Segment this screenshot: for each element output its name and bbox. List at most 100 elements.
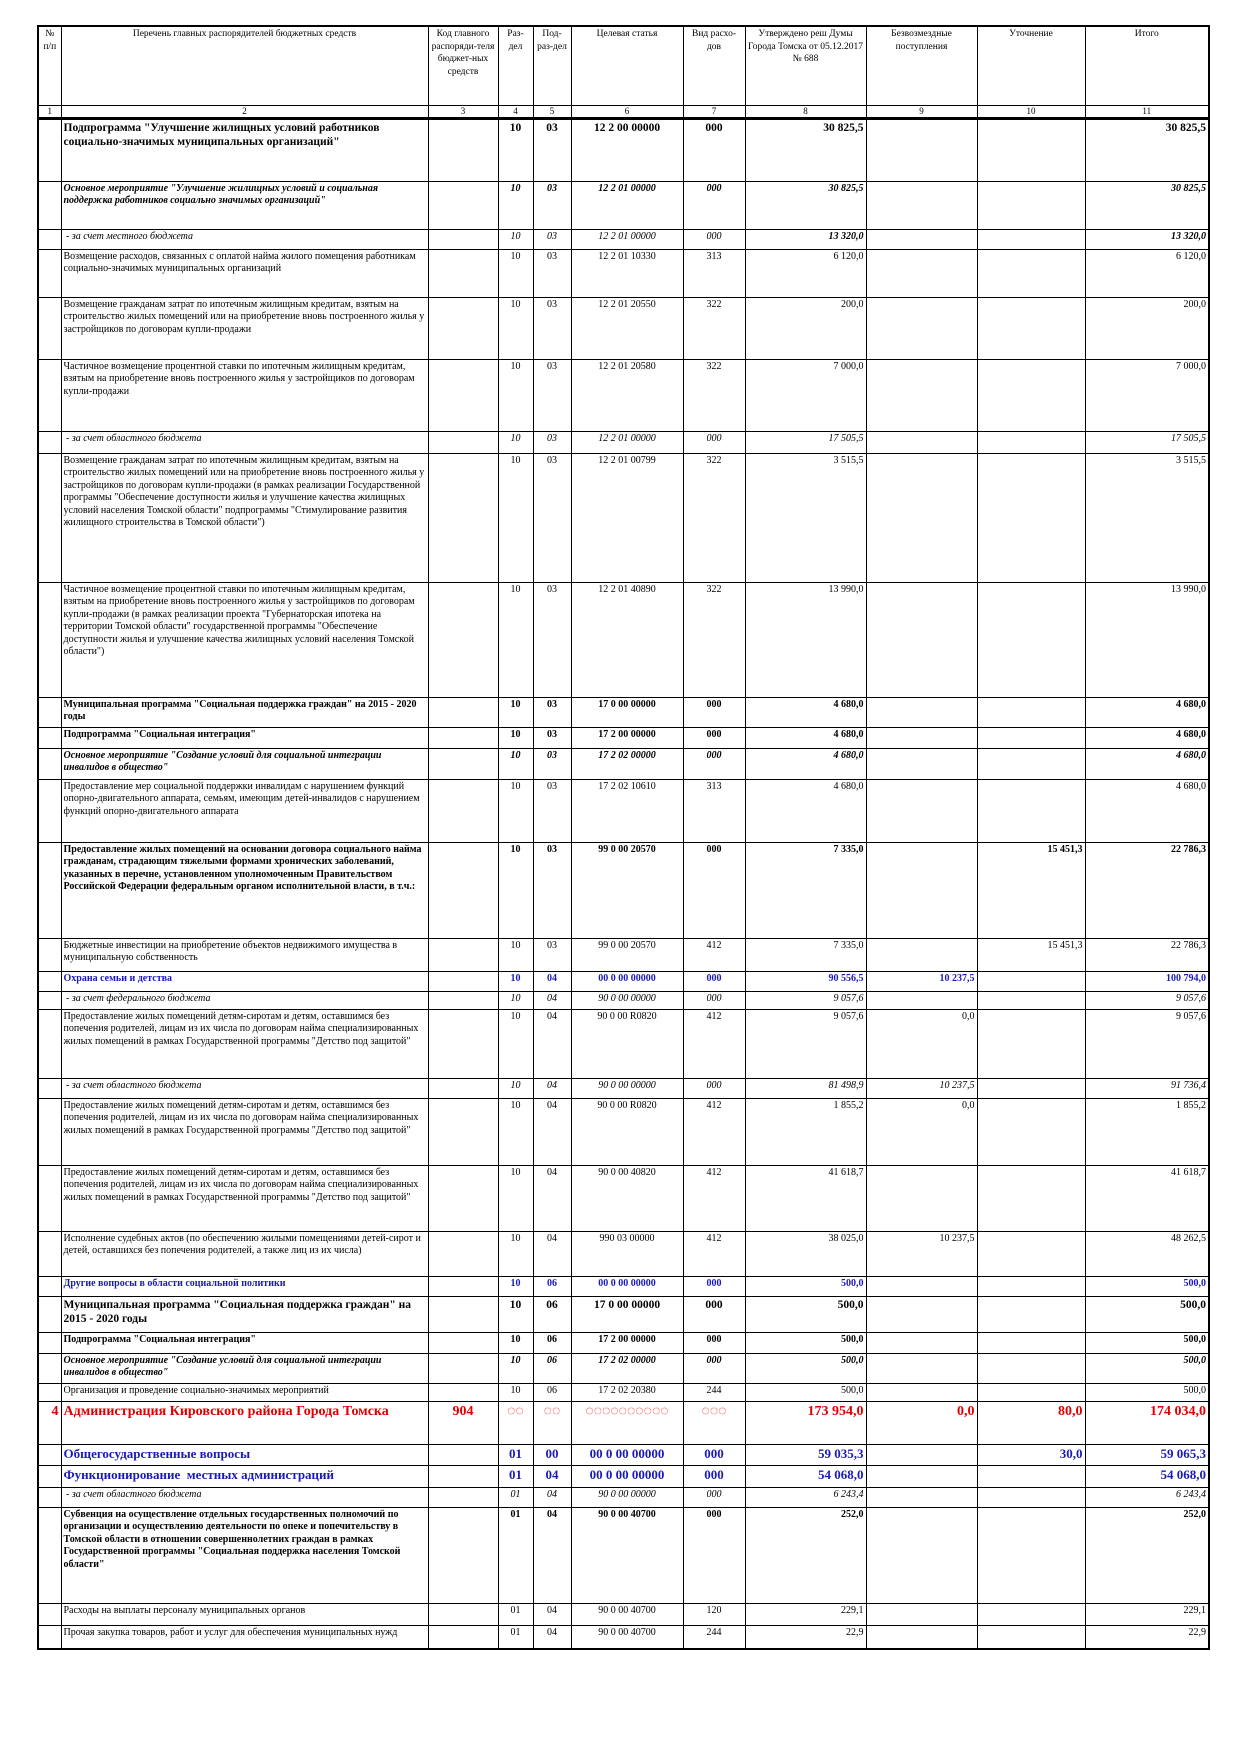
table-cell bbox=[427, 1097, 499, 1166]
table-cell: 500,0 bbox=[744, 1382, 867, 1402]
table-cell: 90 0 00 40700 bbox=[570, 1506, 684, 1604]
table-cell: 500,0 bbox=[744, 1331, 867, 1354]
table-cell: Организация и проведение социально-значи… bbox=[60, 1382, 429, 1402]
table-cell: 10 bbox=[497, 1275, 534, 1297]
table-cell: 41 618,7 bbox=[1084, 1164, 1210, 1232]
table-row: Предоставление жилых помещений детям-сир… bbox=[37, 1008, 1210, 1079]
table-cell: 15 451,3 bbox=[976, 841, 1086, 939]
column-number: 10 bbox=[976, 104, 1086, 120]
table-cell bbox=[37, 1624, 62, 1650]
table-cell: 30,0 bbox=[976, 1443, 1086, 1466]
table-cell bbox=[976, 726, 1086, 749]
table-cell bbox=[427, 1602, 499, 1626]
table-cell: 01 bbox=[497, 1486, 534, 1508]
table-cell: 10 bbox=[497, 1077, 534, 1099]
table-cell: 10 bbox=[497, 778, 534, 843]
table-cell: 904 bbox=[427, 1400, 499, 1445]
table-row: Основное мероприятие "Создание условий д… bbox=[37, 747, 1210, 780]
table-cell: 120 bbox=[682, 1602, 746, 1626]
table-cell bbox=[976, 452, 1086, 583]
table-cell: 17 2 02 00000 bbox=[570, 1352, 684, 1384]
table-cell: 10 bbox=[497, 747, 534, 780]
table-cell: 12 2 01 10330 bbox=[570, 248, 684, 298]
table-cell: 90 0 00 00000 bbox=[570, 990, 684, 1010]
table-cell: 22 786,3 bbox=[1084, 841, 1210, 939]
table-cell: 17 2 02 00000 bbox=[570, 747, 684, 780]
table-cell bbox=[37, 970, 62, 992]
table-cell: 000 bbox=[682, 430, 746, 454]
table-row: Функционирование местных администраций 01… bbox=[37, 1464, 1210, 1488]
table-cell: Охрана семьи и детства bbox=[60, 970, 429, 992]
table-row: Подпрограмма "Улучшение жилищных условий… bbox=[37, 117, 1210, 182]
table-cell: 17 505,5 bbox=[744, 430, 867, 454]
table-cell: 10 bbox=[497, 1008, 534, 1079]
table-row: Муниципальная программа "Социальная подд… bbox=[37, 696, 1210, 728]
table-cell: 500,0 bbox=[1084, 1382, 1210, 1402]
table-cell bbox=[427, 1295, 499, 1333]
table-cell: 7 000,0 bbox=[1084, 358, 1210, 432]
table-cell: 500,0 bbox=[1084, 1275, 1210, 1297]
table-cell: 500,0 bbox=[1084, 1295, 1210, 1333]
table-cell: - за счет местного бюджета bbox=[60, 228, 429, 250]
table-cell bbox=[427, 452, 499, 583]
table-cell: 4 680,0 bbox=[744, 696, 867, 728]
table-cell: 04 bbox=[532, 1230, 572, 1277]
table-cell: 41 618,7 bbox=[744, 1164, 867, 1232]
table-cell: 000 bbox=[682, 990, 746, 1010]
table-cell: 06 bbox=[532, 1382, 572, 1402]
number-row: 1 2 3 4 5 6 7 8 9 10 11 bbox=[37, 104, 1210, 120]
table-cell bbox=[427, 937, 499, 972]
table-row: Основное мероприятие "Создание условий д… bbox=[37, 1352, 1210, 1384]
table-cell: Функционирование местных администраций bbox=[60, 1464, 429, 1488]
table-row: Возмещение расходов, связанных с оплатой… bbox=[37, 248, 1210, 298]
table-cell bbox=[976, 1352, 1086, 1384]
table-cell bbox=[37, 430, 62, 454]
table-cell bbox=[976, 1331, 1086, 1354]
table-cell bbox=[865, 990, 978, 1010]
table-cell bbox=[37, 1486, 62, 1508]
budget-table: № п/п Перечень главных распорядителей бюд… bbox=[37, 25, 1210, 1650]
table-cell bbox=[427, 248, 499, 298]
table-cell: 17 0 00 00000 bbox=[570, 1295, 684, 1333]
column-header: Раз-дел bbox=[497, 25, 534, 106]
table-cell: 412 bbox=[682, 937, 746, 972]
table-cell: 100 794,0 bbox=[1084, 970, 1210, 992]
table-cell: 17 0 00 00000 bbox=[570, 696, 684, 728]
table-cell bbox=[865, 358, 978, 432]
table-cell bbox=[976, 1230, 1086, 1277]
table-cell: 229,1 bbox=[744, 1602, 867, 1626]
table-cell: Подпрограмма "Социальная интеграция" bbox=[60, 726, 429, 749]
table-cell: 12 2 01 20580 bbox=[570, 358, 684, 432]
table-cell: 000 bbox=[682, 1443, 746, 1466]
column-header: Утверждено реш Думы Города Томска от 05.… bbox=[744, 25, 867, 106]
table-cell: 412 bbox=[682, 1164, 746, 1232]
table-cell: 10 bbox=[497, 1164, 534, 1232]
table-cell: 10 237,5 bbox=[865, 1230, 978, 1277]
table-cell bbox=[427, 180, 499, 230]
column-header: № п/п bbox=[37, 25, 62, 106]
table-cell: 90 0 00 40700 bbox=[570, 1624, 684, 1650]
table-cell: 000 bbox=[682, 228, 746, 250]
table-cell: 000 bbox=[682, 696, 746, 728]
table-cell: Возмещение расходов, связанных с оплатой… bbox=[60, 248, 429, 298]
table-cell: 412 bbox=[682, 1008, 746, 1079]
table-row: Субвенция на осуществление отдельных гос… bbox=[37, 1506, 1210, 1604]
table-cell: 03 bbox=[532, 747, 572, 780]
table-row: Предоставление мер социальной поддержки … bbox=[37, 778, 1210, 843]
table-cell: 10 bbox=[497, 696, 534, 728]
table-cell: 00 0 00 00000 bbox=[570, 970, 684, 992]
table-cell: 313 bbox=[682, 778, 746, 843]
table-cell bbox=[37, 726, 62, 749]
column-header: Итого bbox=[1084, 25, 1210, 106]
table-cell bbox=[976, 248, 1086, 298]
table-cell: 13 320,0 bbox=[1084, 228, 1210, 250]
table-cell bbox=[37, 296, 62, 360]
table-cell: 59 065,3 bbox=[1084, 1443, 1210, 1466]
table-cell: 10 237,5 bbox=[865, 1077, 978, 1099]
table-cell: 80,0 bbox=[976, 1400, 1086, 1445]
table-cell: 1 855,2 bbox=[1084, 1097, 1210, 1166]
table-row: Прочая закупка товаров, работ и услуг дл… bbox=[37, 1624, 1210, 1650]
column-header: Вид расхо-дов bbox=[682, 25, 746, 106]
table-cell: 10 bbox=[497, 430, 534, 454]
table-cell: 22 786,3 bbox=[1084, 937, 1210, 972]
